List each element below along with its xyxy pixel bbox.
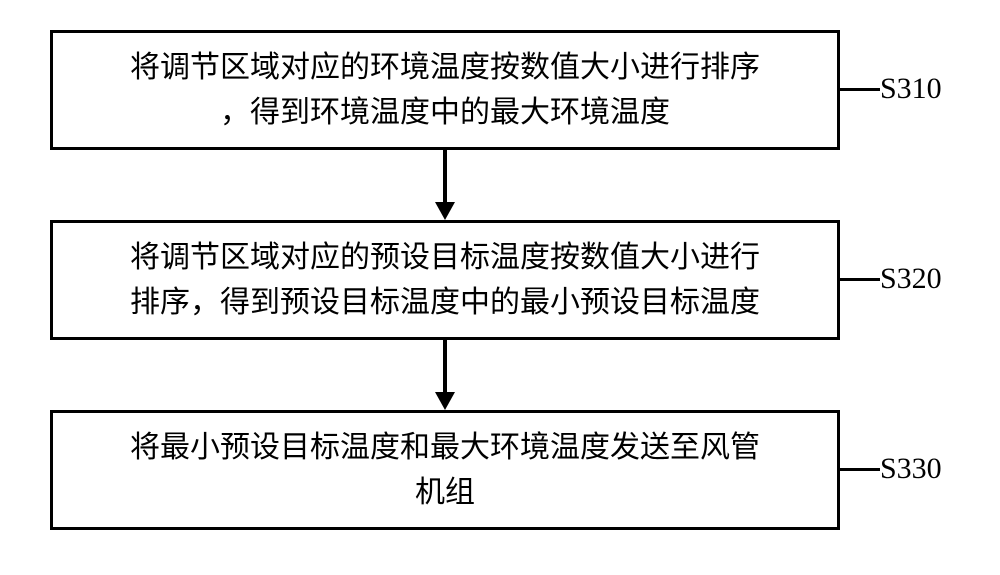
- step-label-s330: S330: [880, 452, 942, 486]
- flow-node-s330: 将最小预设目标温度和最大环境温度发送至风管 机组: [50, 410, 840, 530]
- flow-node-s320-text: 将调节区域对应的预设目标温度按数值大小进行 排序，得到预设目标温度中的最小预设目…: [130, 235, 760, 325]
- arrow-s310-s320-head: [435, 202, 455, 220]
- arrow-s320-s330-line: [443, 340, 447, 392]
- flow-node-s310: 将调节区域对应的环境温度按数值大小进行排序 ，得到环境温度中的最大环境温度: [50, 30, 840, 150]
- flow-node-s310-text: 将调节区域对应的环境温度按数值大小进行排序 ，得到环境温度中的最大环境温度: [130, 45, 760, 135]
- flow-node-s320: 将调节区域对应的预设目标温度按数值大小进行 排序，得到预设目标温度中的最小预设目…: [50, 220, 840, 340]
- label-connector-s320: [840, 278, 880, 281]
- label-connector-s310: [840, 88, 880, 91]
- step-label-s320: S320: [880, 262, 942, 296]
- step-label-s310: S310: [880, 72, 942, 106]
- flowchart-canvas: 将调节区域对应的环境温度按数值大小进行排序 ，得到环境温度中的最大环境温度 S3…: [0, 0, 1000, 575]
- arrow-s310-s320-line: [443, 150, 447, 202]
- label-connector-s330: [840, 468, 880, 471]
- flow-node-s330-text: 将最小预设目标温度和最大环境温度发送至风管 机组: [130, 425, 760, 515]
- arrow-s320-s330-head: [435, 392, 455, 410]
